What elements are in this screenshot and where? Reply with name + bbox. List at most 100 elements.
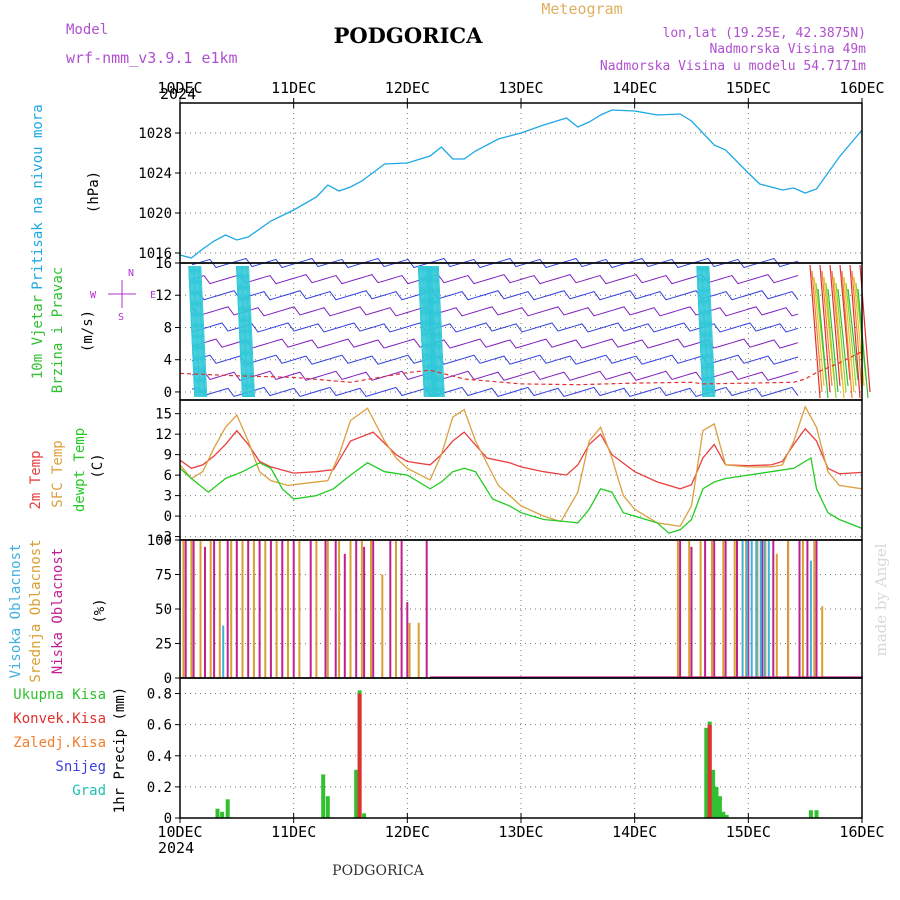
wind-gust-stroke: [189, 265, 197, 398]
x-tick-label: 16DEC: [839, 823, 884, 841]
wind-strong-stroke: [811, 270, 823, 393]
2m-temp-line: [179, 427, 863, 490]
niska-oblacnost-bar: [269, 540, 272, 678]
wind-strong-stroke: [849, 264, 861, 399]
wind-gust-stroke: [703, 265, 711, 398]
wind-gust-stroke: [420, 265, 428, 398]
visoka-oblacnost-bar: [750, 540, 753, 678]
wind-gust-stroke: [699, 265, 707, 398]
srednja-oblacnost-bar: [381, 574, 384, 678]
srednja-oblacnost-bar: [699, 540, 702, 678]
srednja-oblacnost-bar: [287, 540, 289, 678]
srednja-oblacnost-bar: [218, 540, 221, 678]
srednja-oblacnost-bar: [417, 622, 420, 678]
wind-ytick-label: 8: [164, 320, 172, 336]
wind-ytick-label: 16: [155, 256, 172, 272]
srednja-oblacnost-bar: [408, 622, 411, 678]
watermark: made by Angel: [872, 543, 890, 656]
ukupna-kisa-bar: [325, 796, 330, 818]
wind-gust-stroke: [424, 265, 432, 398]
wind-gust-stroke: [425, 265, 433, 398]
wind-axis-title: 10m Vjetar: [30, 295, 46, 379]
niska-oblacnost-bar: [235, 540, 238, 678]
srednja-oblacnost-bar: [676, 540, 679, 678]
niska-oblacnost-bar: [761, 540, 763, 678]
niska-oblacnost-bar: [425, 540, 428, 678]
wind-gust-stroke: [188, 265, 196, 398]
wind-gust-stroke: [244, 265, 252, 398]
ukupna-kisa-bar: [711, 769, 716, 818]
wind-gust-stroke: [704, 265, 712, 398]
srednja-oblacnost-bar: [349, 540, 352, 678]
ukupna-kisa-bar: [704, 727, 709, 818]
srednja-oblacnost-bar: [745, 540, 748, 678]
temperature-ytick-label: 3: [164, 489, 172, 505]
wind-gust-stroke: [197, 265, 205, 398]
altitude-label: Nadmorska Visina 49m: [709, 42, 866, 57]
wind-gust-stroke: [193, 265, 201, 398]
wind-gust-stroke: [198, 265, 206, 398]
wind-gust-stroke: [708, 265, 716, 398]
temp-2m-label: 2m Temp: [28, 450, 44, 509]
wind-speed-line: [179, 351, 863, 386]
srednja-oblacnost-bar: [241, 540, 244, 678]
niska-oblacnost-bar: [815, 540, 818, 678]
compass-west: W: [90, 290, 97, 301]
niska-oblacnost-bar: [309, 540, 312, 678]
srednja-oblacnost-bar: [199, 540, 202, 678]
wind-strong-stroke: [841, 270, 853, 399]
wind-axis-subtitle: Brzina i Pravac: [50, 267, 66, 393]
srednja-oblacnost-bar: [338, 540, 341, 678]
wind-strong-stroke: [839, 264, 851, 381]
niska-oblacnost-bar: [389, 540, 392, 678]
temperature-panel: -3 0 3 6 9 12 15: [155, 399, 863, 546]
wind-gust-stroke: [418, 265, 426, 398]
wind-arrow-row: [191, 322, 799, 333]
wind-gust-stroke: [243, 265, 251, 398]
niska-oblacnost-bar: [772, 540, 775, 678]
srednja-oblacnost-bar: [315, 540, 318, 678]
wind-gust-stroke: [427, 265, 435, 398]
ukupna-kisa-bar: [215, 808, 220, 818]
temp-dewpt-label: dewpt Temp: [72, 428, 88, 512]
wind-strong-stroke: [809, 264, 821, 399]
model-name: wrf-nmm_v3.9.1 e1km: [66, 49, 238, 67]
sfc-temp-line: [179, 405, 863, 528]
niska-oblacnost-bar: [226, 540, 229, 678]
visoka-oblacnost-bar: [746, 540, 749, 678]
wind-gust-stroke: [241, 265, 249, 398]
srednja-oblacnost-bar: [775, 553, 778, 678]
wind-gust-stroke: [428, 265, 436, 398]
srednja-oblacnost-bar: [764, 540, 767, 678]
precipitation-ytick-label: 0.8: [147, 687, 172, 703]
srednja-oblacnost-bar: [821, 606, 824, 678]
wind-gust-stroke: [706, 265, 714, 398]
srednja-oblacnost-bar: [722, 540, 725, 678]
x-tick-label: 11DEC: [271, 79, 316, 97]
temperature-ytick-label: 9: [164, 448, 172, 464]
ukupna-kisa-bar: [362, 813, 367, 818]
chart-panels: 1016 1020 1024 1028 10DEC 11DEC 12DEC 13DEC 14DE…: [8, 79, 885, 841]
wind-axis-unit: (m/s): [80, 310, 96, 352]
wind-arrow-row: [191, 306, 799, 317]
niska-oblacnost-bar: [192, 540, 195, 678]
wind-gust-stroke: [239, 265, 247, 398]
srednja-oblacnost-bar: [264, 540, 267, 678]
clouds-panel: 0 25 50 75 100: [147, 533, 863, 687]
niska-oblacnost-bar: [747, 540, 750, 678]
srednja-oblacnost-bar: [182, 540, 185, 678]
wind-gust-stroke: [436, 265, 444, 398]
x-tick-label: 15DEC: [726, 823, 771, 841]
wind-gust-stroke: [697, 265, 705, 398]
niska-oblacnost-bar: [798, 540, 801, 678]
visoka-oblacnost-bar: [809, 560, 812, 678]
compass-south: S: [118, 312, 124, 323]
precip-legend-item: Ukupna Kisa: [13, 687, 106, 703]
srednja-oblacnost-bar: [190, 540, 193, 678]
compass-east: E: [150, 290, 156, 301]
ukupna-kisa-bar: [714, 786, 719, 818]
clouds-ytick-label: 25: [155, 637, 172, 653]
wind-gust-stroke: [426, 265, 434, 398]
pressure-axis-title: Pritisak na nivou mora: [30, 104, 46, 289]
year-bottom: 2024: [158, 839, 194, 857]
